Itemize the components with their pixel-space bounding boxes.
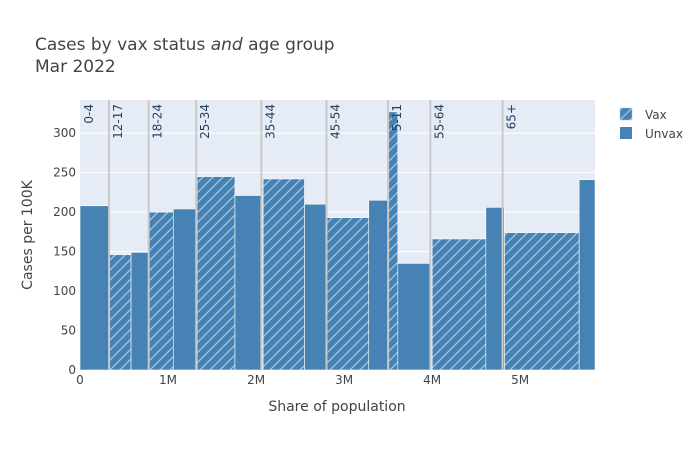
- bar-unvax-7[interactable]: [485, 207, 505, 371]
- y-tick-300: 300: [53, 126, 76, 140]
- age-group-label-35-44: 35-44: [263, 104, 277, 139]
- legend: Vax Unvax: [619, 107, 683, 141]
- y-tick-0: 0: [68, 363, 76, 377]
- bar-vax-6[interactable]: [431, 238, 487, 371]
- legend-label-vax[interactable]: Vax: [645, 108, 667, 122]
- bar-vax-4[interactable]: [326, 217, 370, 371]
- bar-vax-3[interactable]: [262, 178, 305, 371]
- legend-swatch-unvax[interactable]: [620, 127, 632, 139]
- x-tick-4M: 4M: [423, 373, 441, 387]
- bar-vax-0[interactable]: [108, 254, 132, 371]
- y-tick-250: 250: [53, 166, 76, 180]
- x-tick-2M: 2M: [247, 373, 265, 387]
- bar-unvax-1[interactable]: [130, 252, 149, 371]
- bar-unvax-3[interactable]: [234, 195, 262, 371]
- bar-unvax-8[interactable]: [578, 179, 596, 371]
- x-tick-0: 0: [76, 373, 84, 387]
- bar-unvax-4[interactable]: [304, 203, 327, 371]
- bar-vax-1[interactable]: [148, 211, 174, 371]
- chart-title: Cases by vax status and age group: [35, 35, 335, 55]
- x-tick-labels: 0 1M 2M 3M 4M 5M: [76, 373, 529, 387]
- age-group-label-45-54: 45-54: [328, 104, 342, 139]
- age-group-label-12-17: 12-17: [111, 104, 125, 139]
- x-tick-5M: 5M: [511, 373, 529, 387]
- bar-unvax-6[interactable]: [397, 263, 431, 371]
- y-tick-labels: 0 50 100 150 200 250 300: [53, 126, 76, 377]
- bar-vax-2[interactable]: [196, 176, 236, 371]
- legend-label-unvax[interactable]: Unvax: [645, 127, 683, 141]
- age-group-dividers: [108, 100, 504, 370]
- x-axis-label: Share of population: [268, 399, 405, 415]
- age-group-label-65+: 65+: [505, 104, 519, 129]
- bar-vax-7[interactable]: [504, 232, 580, 371]
- age-group-label-5-11: 5-11: [390, 104, 404, 131]
- x-tick-3M: 3M: [335, 373, 353, 387]
- age-group-label-0-4: 0-4: [82, 104, 96, 124]
- bar-unvax-0[interactable]: [79, 205, 110, 371]
- y-tick-150: 150: [53, 245, 76, 259]
- age-group-label-55-64: 55-64: [432, 104, 446, 139]
- y-tick-200: 200: [53, 205, 76, 219]
- age-group-labels: 0-4 12-17 18-24 25-34 35-44 45-54 5-11 55-64 65+: [82, 104, 519, 139]
- y-tick-100: 100: [53, 284, 76, 298]
- legend-swatch-vax[interactable]: [619, 107, 633, 121]
- age-group-label-25-34: 25-34: [198, 104, 212, 139]
- age-group-label-18-24: 18-24: [151, 104, 165, 139]
- y-axis-label: Cases per 100K: [20, 179, 36, 289]
- y-tick-50: 50: [61, 324, 76, 338]
- bar-unvax-5[interactable]: [368, 199, 389, 371]
- x-tick-1M: 1M: [159, 373, 177, 387]
- bar-unvax-2[interactable]: [173, 208, 197, 371]
- bar-vax-5[interactable]: [387, 111, 399, 371]
- bars: [79, 111, 596, 371]
- chart-subtitle: Mar 2022: [35, 57, 116, 77]
